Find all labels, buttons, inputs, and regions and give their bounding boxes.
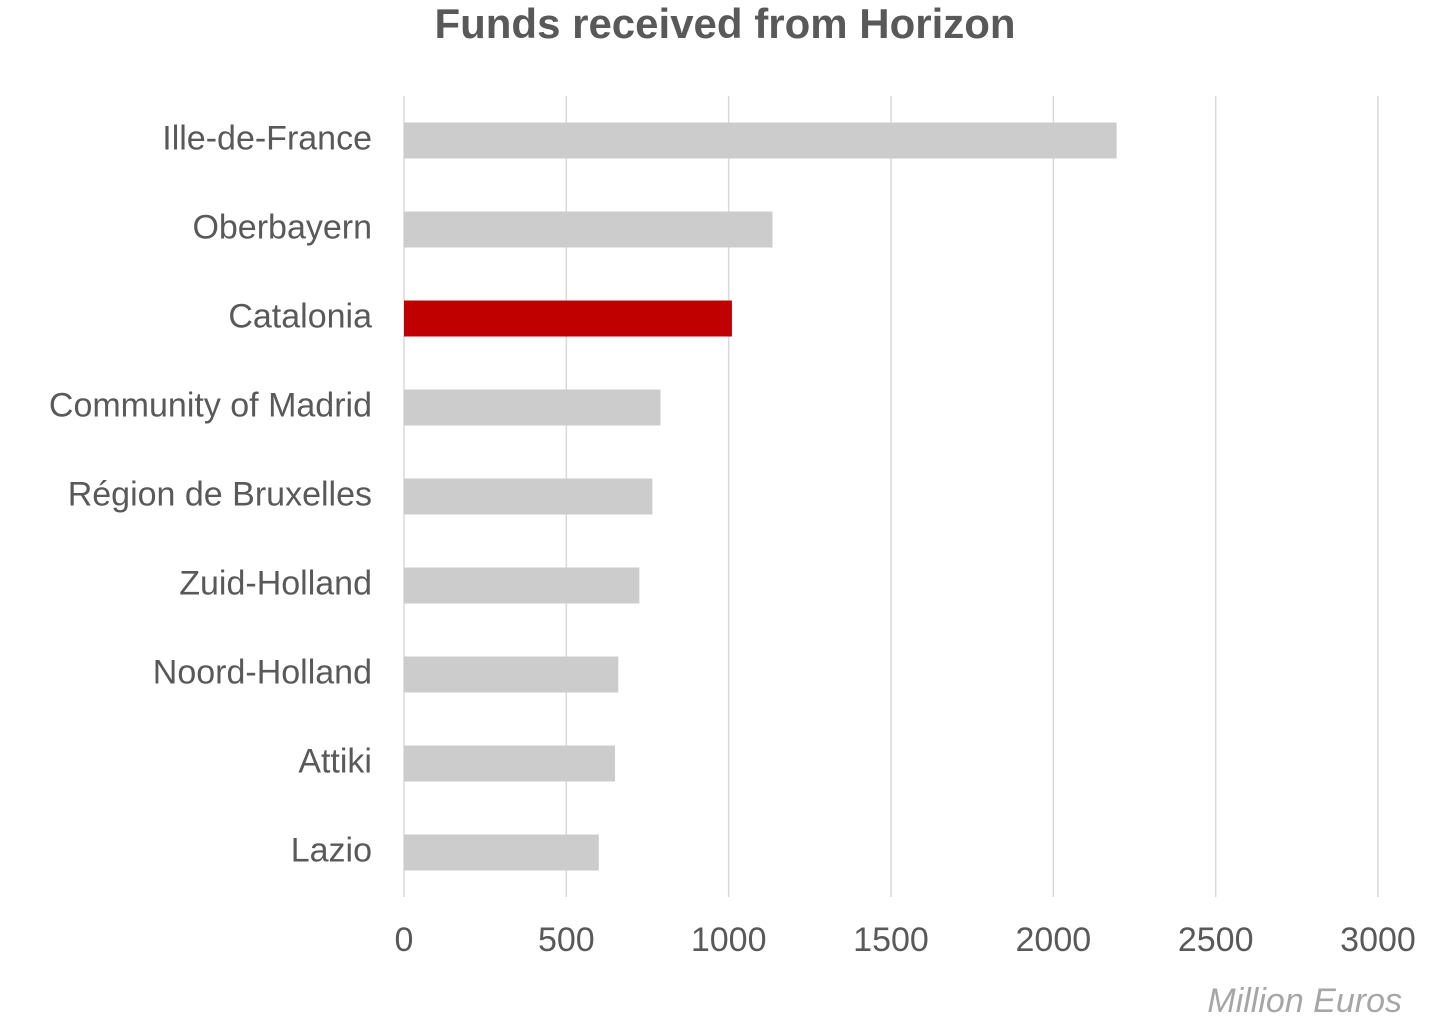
y-tick-label: Ille-de-France bbox=[162, 119, 372, 157]
y-tick-label: Oberbayern bbox=[192, 208, 372, 246]
x-tick-label: 3000 bbox=[1340, 921, 1416, 959]
y-tick-label: Zuid-Holland bbox=[179, 564, 372, 602]
bar bbox=[404, 122, 1117, 159]
bar bbox=[404, 300, 732, 337]
x-tick-label: 1500 bbox=[853, 921, 929, 959]
x-tick-label: 500 bbox=[538, 921, 595, 959]
x-tick-label: 0 bbox=[395, 921, 414, 959]
bar bbox=[404, 745, 616, 782]
bar bbox=[404, 211, 773, 248]
bar bbox=[404, 389, 661, 426]
x-tick-label: 2500 bbox=[1178, 921, 1254, 959]
bar bbox=[404, 656, 619, 693]
y-tick-label: Community of Madrid bbox=[49, 386, 372, 424]
bar bbox=[404, 567, 640, 604]
x-axis-label: Million Euros bbox=[1207, 982, 1402, 1019]
bar bbox=[404, 834, 599, 871]
y-tick-label: Catalonia bbox=[228, 297, 372, 335]
chart-title: Funds received from Horizon bbox=[434, 0, 1015, 47]
x-tick-label: 1000 bbox=[691, 921, 767, 959]
y-tick-label: Noord-Holland bbox=[153, 653, 372, 691]
x-tick-label: 2000 bbox=[1016, 921, 1092, 959]
bar bbox=[404, 478, 653, 515]
y-tick-label: Lazio bbox=[291, 831, 372, 869]
y-tick-label: Région de Bruxelles bbox=[68, 475, 372, 513]
y-tick-label: Attiki bbox=[298, 742, 372, 780]
